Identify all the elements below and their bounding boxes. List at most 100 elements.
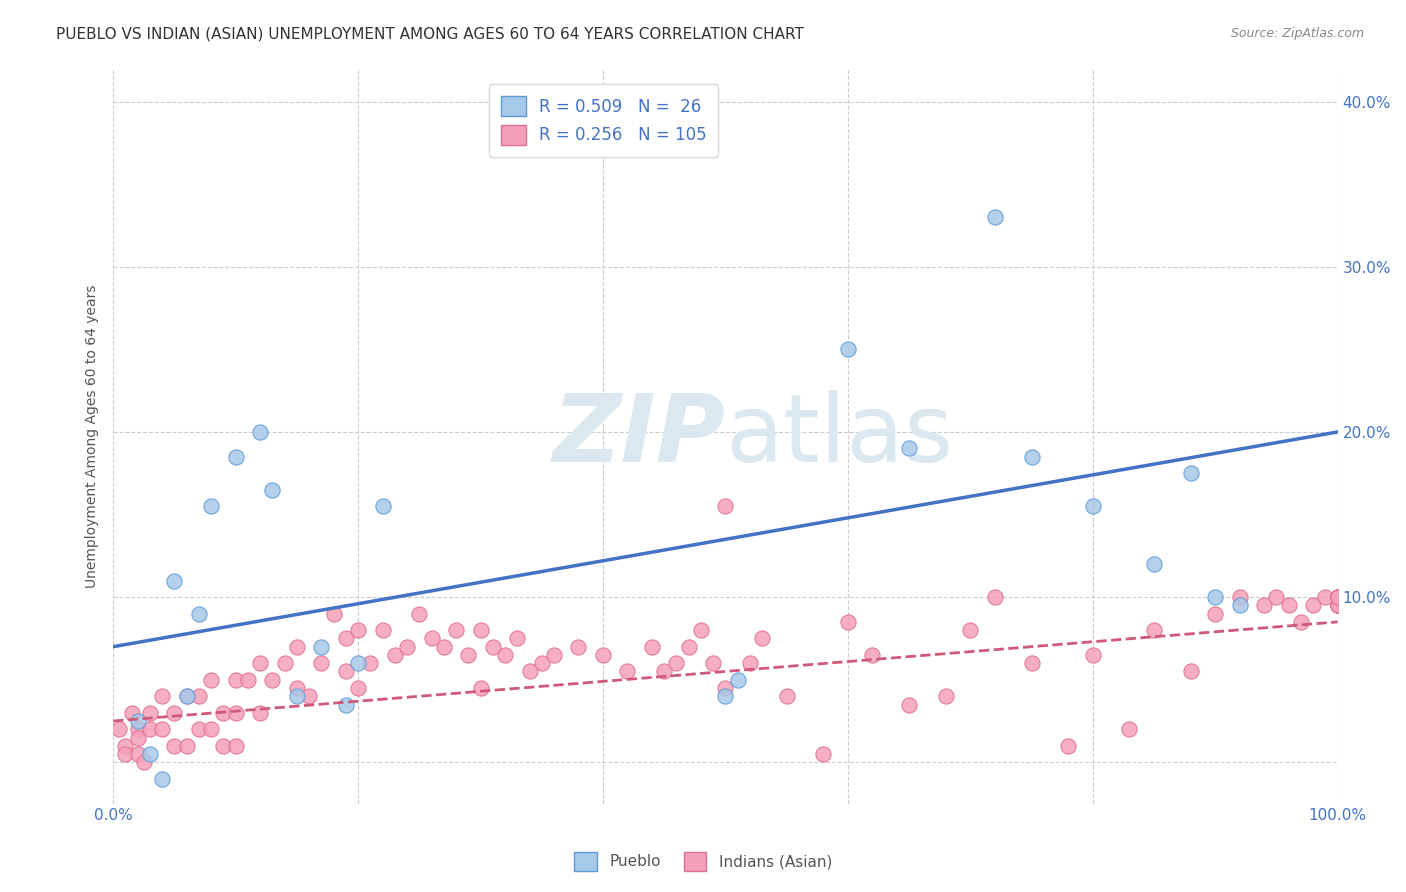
Point [200, 723, 222, 737]
Point [114, 747, 136, 761]
Point [837, 343, 859, 357]
Point [212, 706, 235, 720]
Point [139, 723, 162, 737]
Point [1253, 599, 1275, 613]
Point [1302, 599, 1324, 613]
Point [371, 623, 394, 637]
Point [200, 500, 222, 514]
Point [837, 615, 859, 629]
Point [347, 657, 370, 671]
Point [652, 665, 675, 679]
Point [1021, 450, 1043, 464]
Point [984, 590, 1007, 604]
Point [1326, 590, 1348, 604]
Y-axis label: Unemployment Among Ages 60 to 64 years: Unemployment Among Ages 60 to 64 years [86, 285, 100, 588]
Point [481, 640, 503, 654]
Point [371, 500, 394, 514]
Point [1081, 500, 1104, 514]
Point [347, 623, 370, 637]
Point [225, 706, 247, 720]
Text: PUEBLO VS INDIAN (ASIAN) UNEMPLOYMENT AMONG AGES 60 TO 64 YEARS CORRELATION CHAR: PUEBLO VS INDIAN (ASIAN) UNEMPLOYMENT AM… [56, 27, 804, 42]
Point [262, 673, 284, 687]
Point [249, 657, 271, 671]
Point [714, 681, 737, 695]
Point [176, 690, 198, 704]
Point [690, 623, 713, 637]
Point [751, 632, 773, 646]
Point [311, 640, 333, 654]
Point [1229, 599, 1251, 613]
Text: ZIP: ZIP [553, 390, 725, 482]
Point [127, 731, 149, 745]
Point [420, 632, 443, 646]
Point [519, 665, 541, 679]
Point [127, 747, 149, 761]
Point [187, 723, 209, 737]
Point [1118, 723, 1140, 737]
Point [150, 772, 173, 786]
Point [150, 723, 173, 737]
Point [530, 657, 553, 671]
Point [678, 640, 700, 654]
Point [359, 657, 381, 671]
Point [959, 623, 981, 637]
Legend: Pueblo, Indians (Asian): Pueblo, Indians (Asian) [565, 843, 841, 880]
Text: Source: ZipAtlas.com: Source: ZipAtlas.com [1230, 27, 1364, 40]
Point [1326, 590, 1348, 604]
Point [1326, 590, 1348, 604]
Point [236, 673, 259, 687]
Point [262, 483, 284, 497]
Point [163, 574, 186, 588]
Point [285, 690, 308, 704]
Point [470, 623, 492, 637]
Point [898, 698, 921, 712]
Point [1204, 590, 1226, 604]
Point [121, 706, 143, 720]
Point [592, 648, 614, 662]
Point [567, 640, 589, 654]
Point [1326, 599, 1348, 613]
Point [187, 690, 209, 704]
Point [494, 648, 516, 662]
Point [1326, 590, 1348, 604]
Point [1057, 739, 1080, 753]
Point [132, 756, 155, 770]
Point [1143, 557, 1166, 571]
Point [714, 500, 737, 514]
Point [1326, 599, 1348, 613]
Point [335, 698, 357, 712]
Point [506, 632, 529, 646]
Point [1229, 590, 1251, 604]
Point [176, 739, 198, 753]
Point [1278, 599, 1301, 613]
Point [616, 665, 638, 679]
Point [249, 425, 271, 439]
Point [727, 673, 749, 687]
Point [470, 681, 492, 695]
Point [396, 640, 419, 654]
Point [311, 657, 333, 671]
Text: atlas: atlas [725, 390, 953, 482]
Point [225, 450, 247, 464]
Point [298, 690, 321, 704]
Point [139, 747, 162, 761]
Point [813, 747, 835, 761]
Point [1081, 648, 1104, 662]
Point [384, 648, 406, 662]
Point [860, 648, 883, 662]
Point [1326, 599, 1348, 613]
Point [457, 648, 479, 662]
Point [898, 442, 921, 456]
Point [433, 640, 456, 654]
Point [249, 706, 271, 720]
Point [285, 640, 308, 654]
Point [1326, 599, 1348, 613]
Point [714, 690, 737, 704]
Point [1315, 590, 1337, 604]
Point [1326, 590, 1348, 604]
Point [1180, 467, 1202, 481]
Point [1289, 615, 1312, 629]
Point [150, 690, 173, 704]
Point [408, 607, 430, 621]
Point [163, 739, 186, 753]
